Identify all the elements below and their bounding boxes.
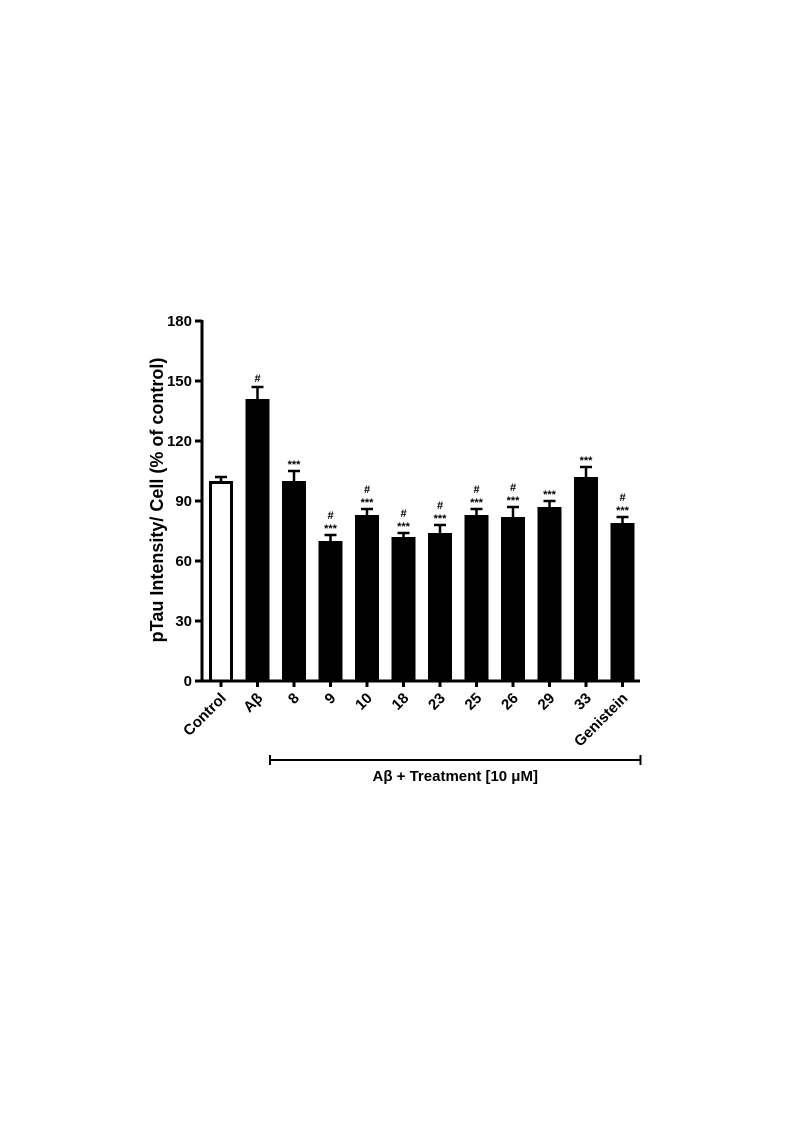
significance-hash-4: # (364, 484, 370, 496)
y-tick-label-150: 150 (167, 373, 192, 390)
category-label-8: 26 (498, 690, 522, 714)
y-tick-label-30: 30 (175, 613, 192, 630)
significance-hash-7: # (473, 484, 479, 496)
significance-stars-4: *** (361, 497, 375, 509)
significance-stars-10: *** (580, 455, 594, 467)
bar-6 (428, 533, 452, 681)
significance-stars-9: *** (543, 489, 557, 501)
bar-11 (610, 523, 635, 681)
significance-stars-11: *** (616, 505, 630, 517)
category-label-9: 29 (535, 690, 559, 714)
bar-7 (464, 515, 489, 681)
significance-hash-11: # (619, 492, 625, 504)
axes: 0 30 60 90 120 150 180 (167, 313, 640, 690)
bar-10 (574, 477, 598, 681)
y-tick-label-60: 60 (175, 553, 192, 570)
category-label-4: 10 (352, 690, 376, 714)
y-tick-label-180: 180 (167, 313, 192, 330)
category-label-10: 33 (571, 690, 595, 714)
bar-1 (245, 399, 270, 681)
bar-4 (355, 515, 379, 681)
y-tick-label-0: 0 (184, 673, 192, 690)
y-tick-label-120: 120 (167, 433, 192, 450)
significance-stars-8: *** (507, 495, 521, 507)
category-label-3: 9 (321, 690, 339, 708)
bar-0 (209, 481, 233, 683)
significance-hash-1: # (254, 373, 260, 385)
bar-2 (282, 481, 306, 681)
significance-hash-6: # (437, 500, 443, 512)
significance-stars-5: *** (397, 521, 411, 533)
significance-hash-5: # (400, 508, 406, 520)
significance-hash-8: # (510, 482, 516, 494)
group-bracket (269, 755, 642, 765)
y-axis-label: pTau Intensity/ Cell (% of control) (147, 358, 167, 643)
significance-hash-3: # (327, 510, 333, 522)
bar-5 (391, 537, 416, 681)
category-label-1: Aβ (240, 690, 266, 716)
group-label: Aβ + Treatment [10 μM] (373, 768, 538, 785)
significance-stars-7: *** (470, 497, 484, 509)
category-label-5: 18 (389, 690, 413, 714)
bars (209, 385, 635, 683)
bar-9 (537, 507, 562, 681)
category-label-6: 23 (425, 690, 449, 714)
significance-stars-3: *** (324, 523, 338, 535)
significance-stars-6: *** (434, 513, 448, 525)
bar-8 (501, 517, 525, 681)
y-tick-label-90: 90 (175, 493, 192, 510)
category-label-2: 8 (285, 690, 303, 708)
category-label-0: Control (180, 690, 230, 740)
significance-stars-2: *** (288, 459, 302, 471)
category-label-7: 25 (462, 690, 486, 714)
bar-3 (318, 541, 343, 681)
